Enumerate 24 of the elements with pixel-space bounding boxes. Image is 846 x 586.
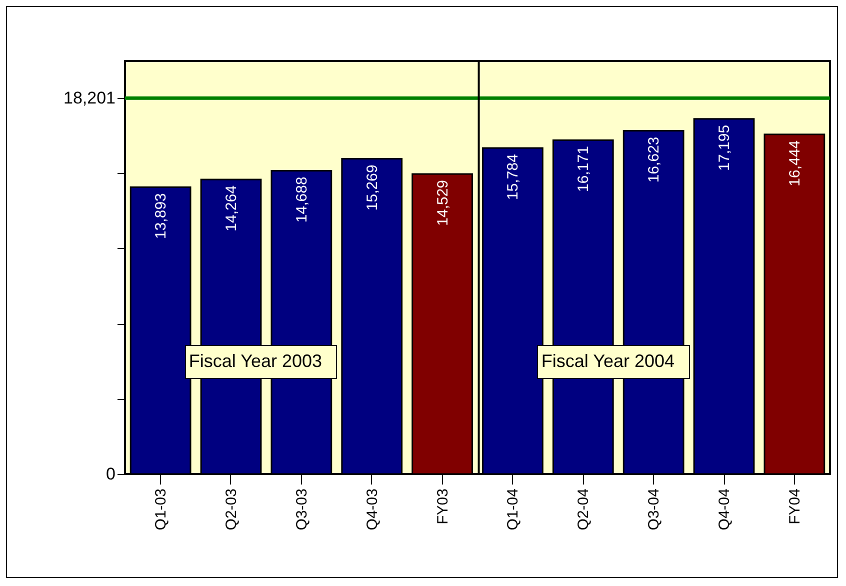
data-label: 14,688	[293, 176, 310, 223]
data-label: 14,264	[222, 185, 240, 232]
data-label: 17,195	[716, 124, 734, 171]
data-label: 16,444	[786, 140, 804, 186]
x-tick-label: Q2-03	[222, 488, 240, 530]
data-label: 15,269	[364, 164, 381, 211]
data-label: 16,171	[575, 146, 592, 192]
y-tick-label: 0	[106, 464, 116, 484]
annotation: Fiscal Year 2004	[537, 344, 690, 379]
x-tick-label: Q2-04	[575, 488, 592, 530]
y-tick-label: 18,201	[64, 88, 116, 108]
x-tick-label: FY03	[434, 488, 452, 524]
x-tick-label: Q3-04	[646, 488, 663, 530]
x-tick-label: Q4-03	[364, 488, 381, 530]
x-tick-label: Q1-04	[504, 488, 522, 530]
data-label: 16,623	[646, 136, 663, 183]
data-label: 14,529	[434, 180, 452, 226]
x-tick-label: Q3-03	[293, 488, 310, 530]
x-tick-label: Q4-04	[716, 488, 734, 530]
data-label: 15,784	[504, 154, 522, 200]
data-label: 13,893	[152, 193, 170, 239]
x-tick-label: FY04	[786, 488, 804, 524]
x-tick-label: Q1-03	[152, 488, 170, 530]
annotation: Fiscal Year 2003	[184, 344, 338, 379]
